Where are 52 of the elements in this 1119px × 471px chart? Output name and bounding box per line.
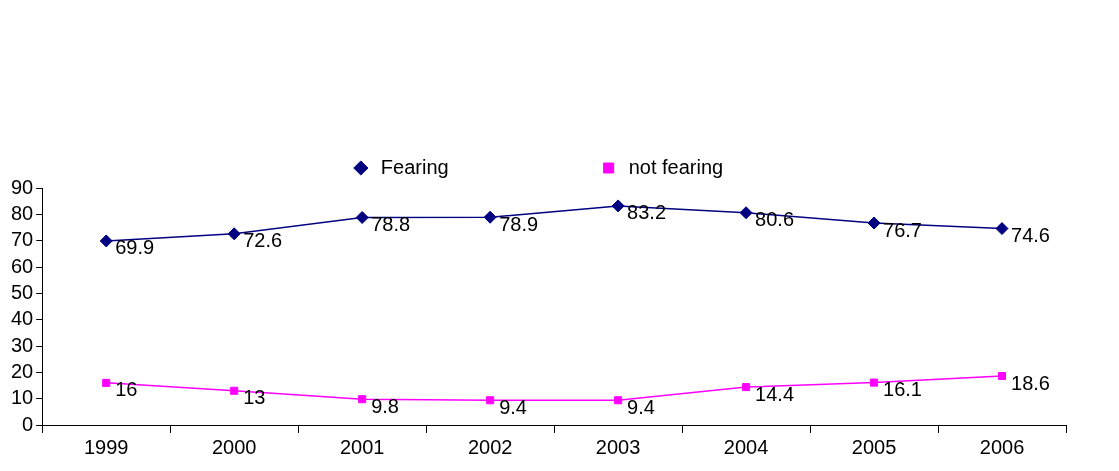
- data-label: 69.9: [115, 236, 155, 259]
- point: [358, 395, 367, 404]
- point: [230, 386, 239, 395]
- legend-label: Fearing: [380, 155, 449, 178]
- x-tick-label: 2002: [467, 435, 513, 458]
- y-tick-label: 70: [11, 228, 34, 251]
- point: [995, 222, 1009, 236]
- point: [742, 383, 751, 392]
- y-tick-label: 20: [11, 359, 34, 382]
- data-label: 80.6: [755, 208, 795, 231]
- y-tick-label: 30: [11, 333, 34, 356]
- data-label: 74.6: [1011, 224, 1050, 247]
- point: [739, 206, 753, 220]
- point: [611, 199, 625, 213]
- x-tick-label: 2000: [211, 435, 257, 458]
- x-tick-label: 2006: [979, 435, 1025, 458]
- data-label: 9.4: [627, 395, 655, 418]
- point: [486, 396, 495, 405]
- point: [355, 210, 369, 224]
- data-label: 13: [243, 386, 266, 409]
- point: [102, 378, 111, 387]
- x-tick-label: 2004: [723, 435, 769, 458]
- point: [867, 216, 881, 230]
- point: [997, 371, 1007, 381]
- y-tick-label: 80: [11, 201, 34, 224]
- point: [227, 227, 241, 241]
- data-label: 9.4: [499, 395, 527, 418]
- data-label: 78.8: [371, 213, 411, 236]
- legend-label: not fearing: [628, 155, 724, 178]
- y-tick-label: 50: [11, 280, 34, 303]
- y-tick-label: 10: [11, 386, 34, 409]
- y-tick-label: 0: [22, 412, 34, 435]
- point: [870, 378, 879, 387]
- y-tick-label: 90: [11, 175, 34, 198]
- data-label: 83.2: [627, 201, 667, 224]
- data-label: 16: [115, 378, 138, 401]
- data-label: 18.6: [1011, 371, 1050, 394]
- data-label: 9.8: [371, 394, 399, 417]
- y-tick-label: 40: [11, 307, 34, 330]
- x-tick-label: 2001: [339, 435, 385, 458]
- data-label: 78.9: [499, 212, 539, 235]
- data-label: 72.6: [243, 229, 283, 252]
- x-tick-label: 2005: [851, 435, 897, 458]
- data-label: 76.7: [883, 218, 922, 241]
- point: [483, 210, 497, 224]
- x-tick-label: 2003: [595, 435, 641, 458]
- point: [614, 396, 623, 405]
- data-label: 16.1: [883, 378, 922, 401]
- y-tick-label: 60: [11, 254, 34, 277]
- x-tick-label: 1999: [83, 435, 129, 458]
- point: [99, 234, 113, 248]
- data-label: 14.4: [755, 382, 795, 405]
